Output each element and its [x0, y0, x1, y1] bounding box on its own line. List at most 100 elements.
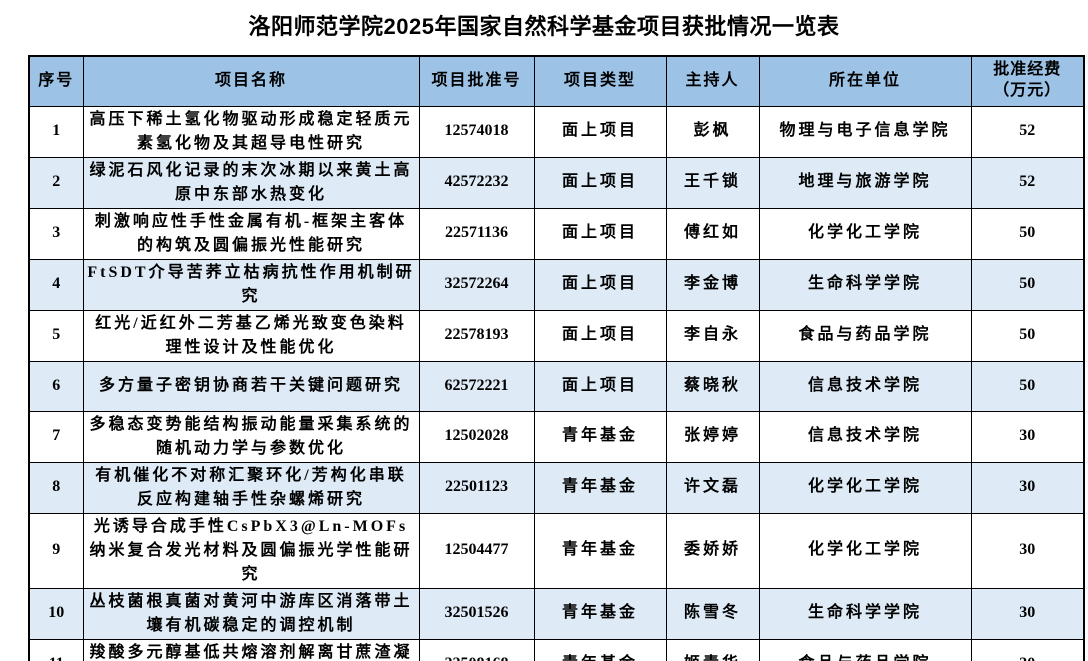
cell-project-type: 青年基金 — [533, 638, 667, 661]
header-funding: 批准经费 （万元） — [970, 55, 1085, 107]
cell-serial-number: 10 — [28, 587, 84, 640]
cell-project-type: 青年基金 — [533, 587, 667, 640]
cell-principal: 许文磊 — [665, 461, 760, 514]
cell-project-type: 青年基金 — [533, 512, 667, 589]
table-row: 11 羧酸多元醇基低共熔溶剂解离甘蔗渣凝聚结构及木质素定向解聚机制 225081… — [28, 638, 1085, 661]
cell-funding: 52 — [970, 156, 1085, 209]
cell-grant-number: 22571136 — [418, 207, 535, 260]
cell-project-type: 青年基金 — [533, 461, 667, 514]
header-unit: 所在单位 — [758, 55, 972, 107]
cell-grant-number: 62572221 — [418, 360, 535, 412]
cell-project-type: 面上项目 — [533, 309, 667, 362]
cell-project-name: 高压下稀土氢化物驱动形成稳定轻质元素氢化物及其超导电性研究 — [82, 105, 420, 158]
cell-serial-number: 9 — [28, 512, 84, 589]
cell-unit: 化学化工学院 — [758, 461, 972, 514]
cell-funding: 30 — [970, 587, 1085, 640]
header-grant-number: 项目批准号 — [418, 55, 535, 107]
cell-funding: 30 — [970, 638, 1085, 661]
cell-funding: 30 — [970, 410, 1085, 463]
cell-unit: 信息技术学院 — [758, 410, 972, 463]
cell-project-type: 面上项目 — [533, 258, 667, 311]
cell-grant-number: 32572264 — [418, 258, 535, 311]
table-row: 7 多稳态变势能结构振动能量采集系统的随机动力学与参数优化 12502028 青… — [28, 410, 1085, 463]
cell-funding: 50 — [970, 309, 1085, 362]
cell-grant-number: 12574018 — [418, 105, 535, 158]
cell-project-name: 羧酸多元醇基低共熔溶剂解离甘蔗渣凝聚结构及木质素定向解聚机制 — [82, 638, 420, 661]
cell-unit: 食品与药品学院 — [758, 638, 972, 661]
cell-project-name: 丛枝菌根真菌对黄河中游库区消落带土壤有机碳稳定的调控机制 — [82, 587, 420, 640]
cell-grant-number: 12504477 — [418, 512, 535, 589]
cell-project-type: 面上项目 — [533, 105, 667, 158]
table-row: 1 高压下稀土氢化物驱动形成稳定轻质元素氢化物及其超导电性研究 12574018… — [28, 105, 1085, 158]
cell-serial-number: 4 — [28, 258, 84, 311]
cell-principal: 姬青华 — [665, 638, 760, 661]
table-header: 序号 项目名称 项目批准号 项目类型 主持人 所在单位 批准经费 （万元） — [28, 55, 1085, 107]
cell-unit: 生命科学学院 — [758, 587, 972, 640]
cell-project-name: 红光/近红外二芳基乙烯光致变色染料理性设计及性能优化 — [82, 309, 420, 362]
header-project-type: 项目类型 — [533, 55, 667, 107]
cell-funding: 50 — [970, 207, 1085, 260]
cell-grant-number: 42572232 — [418, 156, 535, 209]
cell-grant-number: 22501123 — [418, 461, 535, 514]
cell-serial-number: 3 — [28, 207, 84, 260]
cell-funding: 30 — [970, 512, 1085, 589]
cell-serial-number: 7 — [28, 410, 84, 463]
cell-project-type: 青年基金 — [533, 410, 667, 463]
table-row: 9 光诱导合成手性CsPbX3@Ln-MOFs纳米复合发光材料及圆偏振光学性能研… — [28, 512, 1085, 589]
header-row: 序号 项目名称 项目批准号 项目类型 主持人 所在单位 批准经费 （万元） — [28, 55, 1085, 107]
cell-unit: 生命科学学院 — [758, 258, 972, 311]
cell-principal: 张婷婷 — [665, 410, 760, 463]
cell-principal: 蔡晓秋 — [665, 360, 760, 412]
table-row: 5 红光/近红外二芳基乙烯光致变色染料理性设计及性能优化 22578193 面上… — [28, 309, 1085, 362]
table-row: 8 有机催化不对称汇聚环化/芳构化串联反应构建轴手性杂螺烯研究 22501123… — [28, 461, 1085, 514]
cell-principal: 彭枫 — [665, 105, 760, 158]
cell-principal: 陈雪冬 — [665, 587, 760, 640]
cell-serial-number: 5 — [28, 309, 84, 362]
page-title: 洛阳师范学院2025年国家自然科学基金项目获批情况一览表 — [248, 14, 840, 39]
cell-project-name: 光诱导合成手性CsPbX3@Ln-MOFs纳米复合发光材料及圆偏振光学性能研究 — [82, 512, 420, 589]
cell-funding: 52 — [970, 105, 1085, 158]
cell-project-name: 绿泥石风化记录的末次冰期以来黄土高原中东部水热变化 — [82, 156, 420, 209]
cell-project-name: FtSDT介导苦荞立枯病抗性作用机制研究 — [82, 258, 420, 311]
cell-grant-number: 32501526 — [418, 587, 535, 640]
cell-principal: 傅红如 — [665, 207, 760, 260]
cell-unit: 化学化工学院 — [758, 512, 972, 589]
cell-serial-number: 11 — [28, 638, 84, 661]
cell-grant-number: 22578193 — [418, 309, 535, 362]
cell-unit: 化学化工学院 — [758, 207, 972, 260]
cell-unit: 食品与药品学院 — [758, 309, 972, 362]
projects-table: 序号 项目名称 项目批准号 项目类型 主持人 所在单位 批准经费 （万元） 1 … — [28, 55, 1085, 661]
cell-project-name: 多方量子密钥协商若干关键问题研究 — [82, 360, 420, 412]
cell-serial-number: 1 — [28, 105, 84, 158]
cell-project-name: 多稳态变势能结构振动能量采集系统的随机动力学与参数优化 — [82, 410, 420, 463]
table-row: 3 刺激响应性手性金属有机-框架主客体的构筑及圆偏振光性能研究 22571136… — [28, 207, 1085, 260]
cell-funding: 30 — [970, 461, 1085, 514]
header-serial-number: 序号 — [28, 55, 84, 107]
cell-unit: 物理与电子信息学院 — [758, 105, 972, 158]
cell-project-name: 有机催化不对称汇聚环化/芳构化串联反应构建轴手性杂螺烯研究 — [82, 461, 420, 514]
cell-funding: 50 — [970, 360, 1085, 412]
cell-funding: 50 — [970, 258, 1085, 311]
cell-principal: 李自永 — [665, 309, 760, 362]
cell-serial-number: 2 — [28, 156, 84, 209]
cell-principal: 李金博 — [665, 258, 760, 311]
cell-unit: 信息技术学院 — [758, 360, 972, 412]
cell-project-name: 刺激响应性手性金属有机-框架主客体的构筑及圆偏振光性能研究 — [82, 207, 420, 260]
table-row: 2 绿泥石风化记录的末次冰期以来黄土高原中东部水热变化 42572232 面上项… — [28, 156, 1085, 209]
cell-principal: 王千锁 — [665, 156, 760, 209]
cell-unit: 地理与旅游学院 — [758, 156, 972, 209]
cell-project-type: 面上项目 — [533, 156, 667, 209]
cell-project-type: 面上项目 — [533, 207, 667, 260]
table-row: 6 多方量子密钥协商若干关键问题研究 62572221 面上项目 蔡晓秋 信息技… — [28, 360, 1085, 412]
table-row: 10 丛枝菌根真菌对黄河中游库区消落带土壤有机碳稳定的调控机制 32501526… — [28, 587, 1085, 640]
cell-serial-number: 6 — [28, 360, 84, 412]
table-body: 1 高压下稀土氢化物驱动形成稳定轻质元素氢化物及其超导电性研究 12574018… — [28, 105, 1085, 661]
cell-project-type: 面上项目 — [533, 360, 667, 412]
header-principal: 主持人 — [665, 55, 760, 107]
cell-grant-number: 22508168 — [418, 638, 535, 661]
cell-grant-number: 12502028 — [418, 410, 535, 463]
table-row: 4 FtSDT介导苦荞立枯病抗性作用机制研究 32572264 面上项目 李金博… — [28, 258, 1085, 311]
cell-principal: 委娇娇 — [665, 512, 760, 589]
cell-serial-number: 8 — [28, 461, 84, 514]
